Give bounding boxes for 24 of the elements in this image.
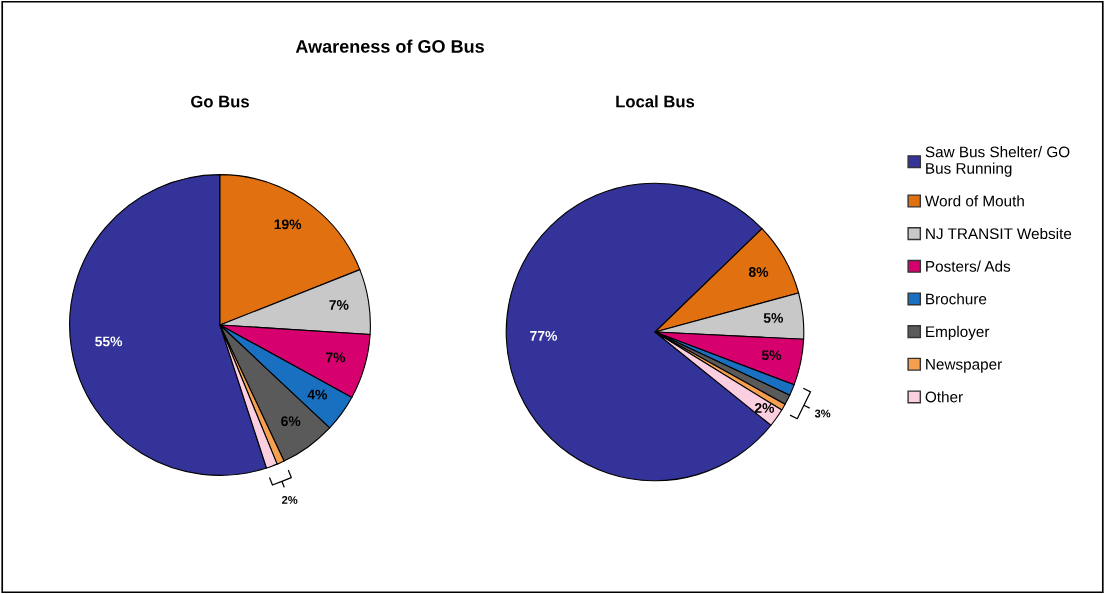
chart-title: Awareness of GO Bus <box>295 39 484 53</box>
legend-label: Employer <box>926 325 990 341</box>
data-label: 5% <box>761 350 782 361</box>
data-label: 6% <box>281 416 301 427</box>
data-label: 55% <box>95 336 123 347</box>
data-label: 5% <box>763 313 784 323</box>
data-label: 2% <box>754 403 775 413</box>
legend-label: Word of Mouth <box>924 195 1024 207</box>
data-label: 7% <box>326 352 346 363</box>
text: 3% <box>814 409 831 418</box>
data-label: 8% <box>748 267 769 277</box>
data-label: 19% <box>274 219 302 230</box>
data-label: 4% <box>307 389 328 400</box>
data-label: 7% <box>329 300 349 310</box>
legend-label: Saw Bus Shelter/ GO Bus Running <box>925 146 1070 177</box>
chart-title: Local Bus <box>616 95 695 108</box>
legend-label: Posters/ Ads <box>926 260 1011 272</box>
text: 2% <box>282 496 298 504</box>
legend-label: NJ TRANSIT Website <box>926 227 1072 240</box>
data-label: 77% <box>530 330 558 341</box>
legend-label: Other <box>925 391 963 403</box>
legend-label: Newspaper <box>926 359 1002 373</box>
chart-subtitle: Go Bus <box>191 95 249 108</box>
legend-label: Brochure <box>926 293 987 305</box>
